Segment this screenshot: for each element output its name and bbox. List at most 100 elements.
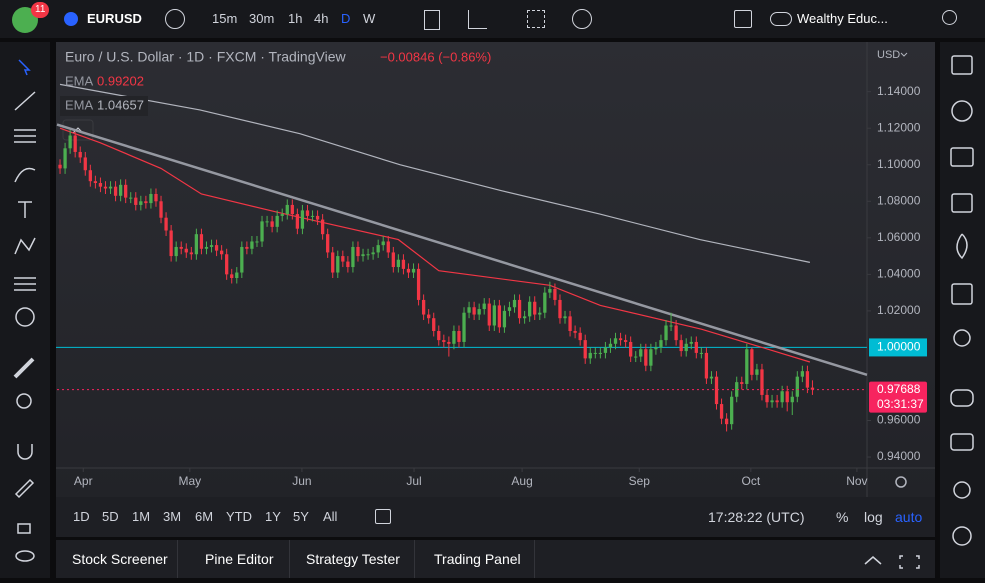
candle-body <box>613 338 618 344</box>
line-tool[interactable] <box>14 91 36 111</box>
candle-body <box>376 245 380 253</box>
candle-body <box>250 241 254 249</box>
candle-body <box>219 250 224 255</box>
stay-drawing[interactable] <box>14 478 35 499</box>
candle-body <box>184 248 188 253</box>
range-button[interactable]: 1D <box>73 509 90 524</box>
candle-body <box>603 347 608 353</box>
candle-body <box>472 307 476 315</box>
search[interactable] <box>942 10 957 25</box>
magnet-tool[interactable] <box>17 444 33 460</box>
candle-body <box>361 254 365 257</box>
legend-name: EMA <box>65 97 94 112</box>
lock-tool[interactable] <box>17 523 31 534</box>
chats[interactable] <box>950 389 974 407</box>
candle-body <box>416 268 421 300</box>
streams[interactable] <box>953 481 971 499</box>
candle-body <box>245 246 249 249</box>
currency: USD <box>877 49 900 61</box>
candle-body <box>260 221 264 242</box>
alert[interactable] <box>572 9 592 29</box>
candle-body <box>421 299 426 315</box>
candle-body <box>118 184 123 196</box>
range-button[interactable]: 5D <box>102 509 119 524</box>
clock: 17:28:22 (UTC) <box>708 509 805 525</box>
tab[interactable]: Stock Screener <box>72 551 168 567</box>
watchlist[interactable] <box>951 55 973 75</box>
news[interactable] <box>950 147 974 167</box>
interval[interactable]: 4h <box>314 11 329 26</box>
indicators[interactable] <box>468 10 487 29</box>
symbol[interactable]: EURUSD <box>87 11 142 26</box>
fullscreen-box[interactable] <box>734 10 752 28</box>
range-button[interactable]: All <box>323 509 338 524</box>
prediction-tool[interactable] <box>14 277 36 291</box>
scale-option[interactable]: log <box>864 509 883 525</box>
add-symbol[interactable] <box>165 9 185 29</box>
messages[interactable] <box>950 433 974 451</box>
candle-body <box>679 340 683 352</box>
interval[interactable]: 15m <box>212 11 238 26</box>
candle-body <box>356 246 360 257</box>
zoom-tool[interactable] <box>16 393 32 409</box>
tab[interactable]: Trading Panel <box>434 551 521 567</box>
candle-body <box>593 352 597 354</box>
candle-body <box>406 268 411 273</box>
candle-body <box>674 325 678 341</box>
range-button[interactable]: 3M <box>163 509 182 524</box>
interval[interactable]: 1h <box>288 11 303 26</box>
range-button[interactable]: YTD <box>226 509 252 524</box>
candle-body <box>174 246 178 257</box>
settings-icon[interactable] <box>895 476 907 488</box>
candle-body <box>113 186 118 196</box>
tab[interactable]: Strategy Tester <box>306 551 400 567</box>
cursor-tool[interactable] <box>18 59 31 76</box>
chart-type[interactable] <box>424 10 440 30</box>
date-range-icon[interactable] <box>375 509 391 524</box>
x-tick-label: May <box>178 474 201 488</box>
emoji-tool[interactable] <box>15 307 35 327</box>
measure-tool[interactable] <box>13 357 35 379</box>
candle-body <box>790 396 794 403</box>
sidebar-icons <box>950 55 974 546</box>
candle-body <box>290 204 294 215</box>
candle-body <box>295 214 300 229</box>
scale-option[interactable]: % <box>836 509 849 525</box>
data-window[interactable] <box>951 193 973 213</box>
range-button[interactable]: 1M <box>132 509 151 524</box>
candle-body <box>714 376 719 405</box>
ideas[interactable] <box>953 329 971 347</box>
candle-body <box>124 184 128 198</box>
hide-tool[interactable] <box>15 550 35 562</box>
hotlists[interactable] <box>956 233 968 260</box>
interval[interactable]: D <box>341 11 351 26</box>
range-button[interactable]: 5Y <box>293 509 309 524</box>
pattern-tool[interactable] <box>14 237 36 255</box>
candle-body <box>487 303 491 326</box>
candle-body <box>780 391 784 403</box>
calendar[interactable] <box>951 283 973 305</box>
candle-body <box>391 252 395 268</box>
text-tool[interactable] <box>18 201 32 218</box>
candle-body <box>73 135 77 152</box>
maximize-panel[interactable] <box>864 556 882 565</box>
brush-tool[interactable] <box>14 167 36 183</box>
candle-body <box>315 215 320 220</box>
templates[interactable] <box>527 10 545 28</box>
fullscreen-panel[interactable] <box>899 555 920 569</box>
broadcast[interactable] <box>952 526 972 546</box>
candle-body <box>98 183 103 187</box>
alerts[interactable] <box>951 100 973 122</box>
candle-body <box>482 303 486 310</box>
fib-tool[interactable] <box>14 129 36 143</box>
tab[interactable]: Pine Editor <box>205 551 274 567</box>
range-button[interactable]: 6M <box>195 509 214 524</box>
candle-body <box>452 330 456 344</box>
candle-body <box>396 259 401 268</box>
candle-body <box>265 221 269 223</box>
interval[interactable]: W <box>363 11 376 26</box>
scale-option[interactable]: auto <box>895 509 923 525</box>
range-button[interactable]: 1Y <box>265 509 281 524</box>
layout-name[interactable]: Wealthy Educ... <box>797 11 888 26</box>
interval[interactable]: 30m <box>249 11 275 26</box>
